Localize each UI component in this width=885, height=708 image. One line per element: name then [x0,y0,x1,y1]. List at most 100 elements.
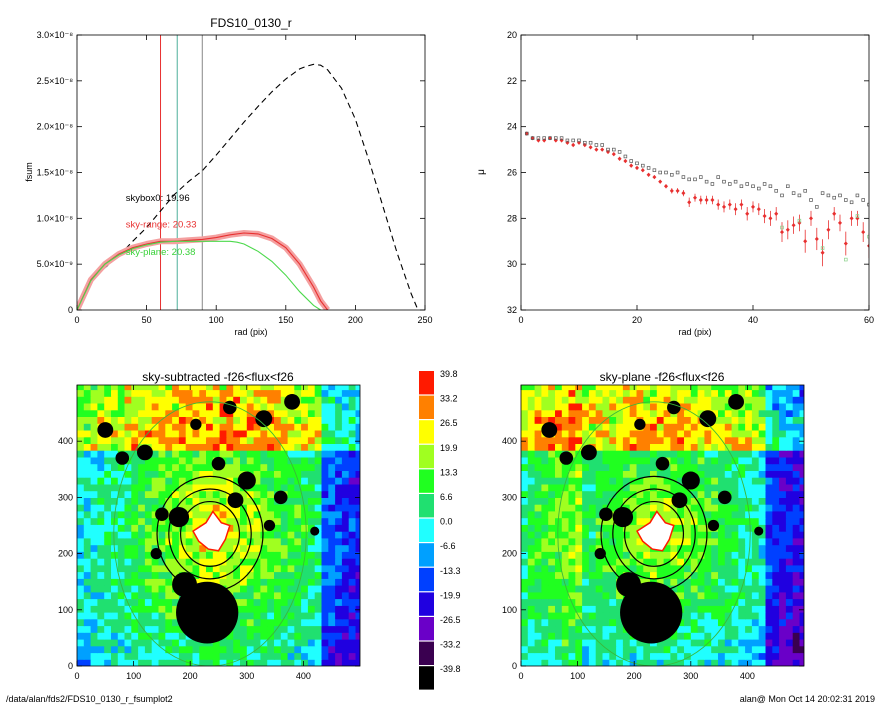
data-point [681,175,686,179]
image-pixel [97,612,105,620]
image-pixel [541,456,549,465]
image-pixel [90,571,98,579]
image-pixel [704,517,712,525]
image-pixel [758,564,767,573]
image-pixel [97,605,105,613]
image-pixel [772,571,780,579]
image-pixel [355,645,360,654]
image-pixel [731,612,739,620]
mask-region [190,418,202,430]
image-pixel [172,537,180,546]
image-pixel [280,558,289,566]
image-pixel [294,537,302,546]
image-pixel [212,578,221,586]
image-pixel [697,477,705,485]
image-pixel [677,409,685,417]
image-pixel [138,409,146,417]
image-pixel [307,564,316,573]
image-pixel [588,524,597,532]
image-pixel [83,551,92,559]
x-axis-label: rad (pix) [678,327,711,337]
image-pixel [246,423,255,431]
image-pixel [83,517,92,525]
image-pixel [718,605,726,613]
image-pixel [307,544,316,552]
image-pixel [260,605,268,613]
image-pixel [792,605,801,613]
image-pixel [185,504,194,512]
image-pixel [335,537,343,546]
y-tick-label: 2.0×10⁻⁸ [37,122,74,132]
image-pixel [724,403,733,411]
image-pixel [724,510,733,519]
mask-region [136,444,153,461]
image-pixel [636,389,644,397]
image-pixel [779,544,787,552]
image-pixel [582,416,590,424]
image-pixel [199,423,207,431]
image-pixel [751,585,760,593]
image-pixel [751,403,760,411]
image-pixel [274,558,282,566]
image-pixel [609,477,617,485]
image-pixel [541,504,549,512]
image-pixel [772,403,780,411]
image-pixel [307,632,316,640]
image-pixel [602,524,610,532]
image-pixel [219,645,227,654]
image-pixel [348,639,357,647]
image-pixel [704,605,712,613]
image-pixel [616,564,624,573]
image-pixel [77,625,85,633]
image-pixel [636,477,644,485]
image-pixel [745,385,753,391]
image-pixel [724,564,733,573]
image-pixel [111,430,119,438]
image-pixel [555,517,563,525]
image-pixel [314,430,323,438]
y-tick-label: 200 [502,549,517,559]
image-pixel [799,524,804,532]
image-pixel [219,571,227,579]
image-pixel [131,551,139,559]
image-pixel [199,558,207,566]
y-tick-label: 1.0×10⁻⁸ [37,213,74,223]
y-tick-label: 24 [507,122,517,132]
image-pixel [90,618,98,627]
image-pixel [294,490,302,498]
image-pixel [307,504,316,512]
image-pixel [131,639,139,647]
image-pixel [226,551,234,559]
image-pixel [111,591,119,600]
image-pixel [172,456,180,465]
image-pixel [165,598,173,606]
image-pixel [724,659,733,666]
image-pixel [588,571,597,579]
image-pixel [185,443,194,451]
image-pixel [588,598,597,606]
image-pixel [575,551,583,559]
image-pixel [656,443,665,451]
galaxy-core [192,510,231,552]
image-pixel [274,531,282,539]
image-pixel [144,639,153,647]
image-pixel [77,430,85,438]
image-pixel [534,477,542,485]
image-pixel [636,652,644,660]
image-pixel [527,551,536,559]
image-pixel [765,470,773,478]
image-pixel [568,639,576,647]
image-pixel [534,389,542,397]
image-pixel [609,639,617,647]
image-pixel [83,632,92,640]
image-pixel [90,423,98,431]
image-pixel [772,409,780,417]
image-pixel [799,598,804,606]
image-pixel [314,618,323,627]
image-pixel [97,517,105,525]
annotation: sky-plane: 20.38 [126,247,196,258]
image-pixel [124,551,132,559]
image-pixel [785,497,794,505]
image-pixel [335,585,343,593]
image-pixel [541,470,549,478]
